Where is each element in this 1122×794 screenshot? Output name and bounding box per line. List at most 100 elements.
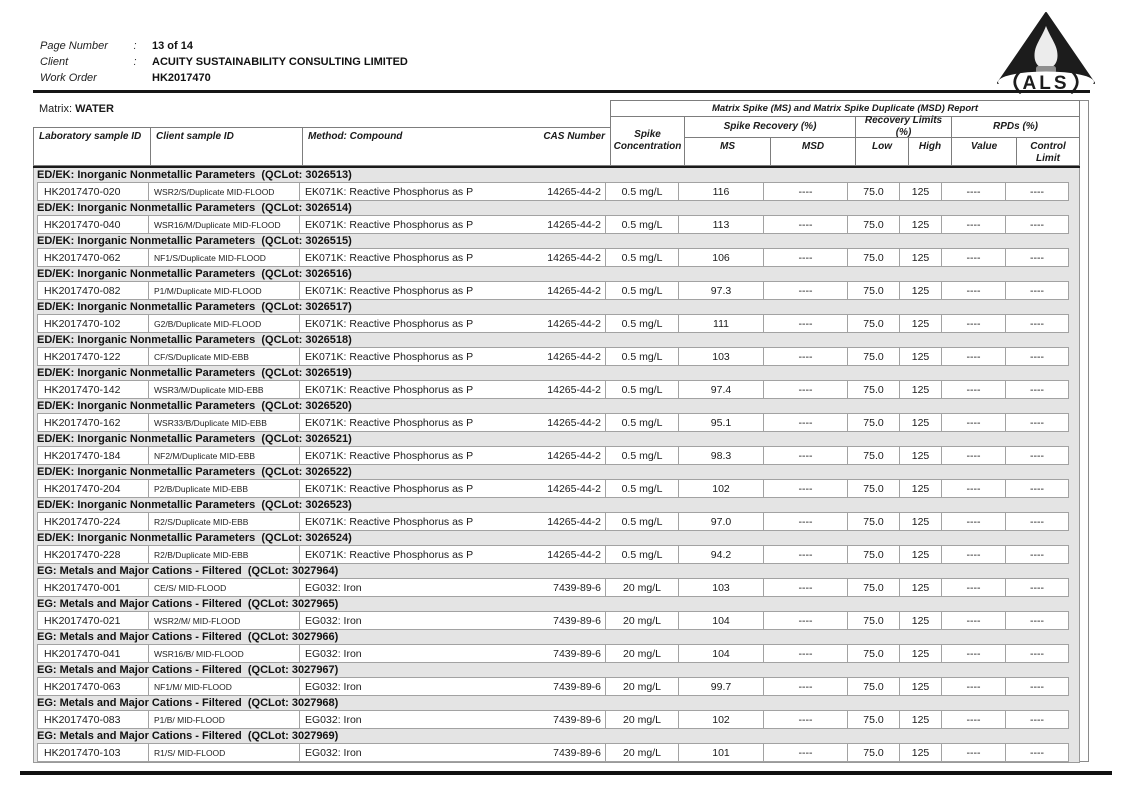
spike-concentration-cell: 20 mg/L bbox=[605, 644, 679, 663]
section-header-row: ED/EK: Inorganic Nonmetallic Parameters … bbox=[37, 202, 352, 214]
recovery-limit-low-cell: 75.0 bbox=[847, 545, 900, 564]
col-header-lab-sample-id: Laboratory sample ID bbox=[34, 128, 151, 165]
ms-recovery-cell: 111 bbox=[678, 314, 764, 333]
lab-sample-id-cell: HK2017470-020 bbox=[37, 182, 149, 201]
lab-sample-id-cell: HK2017470-040 bbox=[37, 215, 149, 234]
client-sample-id-cell: P1/M/Duplicate MID-FLOOD bbox=[148, 281, 300, 300]
lab-sample-id-cell: HK2017470-021 bbox=[37, 611, 149, 630]
recovery-limit-low-cell: 75.0 bbox=[847, 743, 900, 762]
table-row: HK2017470-001 CE/S/ MID-FLOOD EG032: Iron 7… bbox=[34, 578, 1079, 597]
lab-sample-id-cell: HK2017470-063 bbox=[37, 677, 149, 696]
method-compound-cell: EK071K: Reactive Phosphorus as P bbox=[299, 281, 527, 300]
msd-recovery-cell: ---- bbox=[763, 248, 848, 267]
method-compound-cell: EK071K: Reactive Phosphorus as P bbox=[299, 512, 527, 531]
rpd-control-limit-cell: ---- bbox=[1005, 215, 1069, 234]
rpd-control-limit-cell: ---- bbox=[1005, 380, 1069, 399]
client-sample-id-cell: R2/S/Duplicate MID-EBB bbox=[148, 512, 300, 531]
spike-concentration-cell: 0.5 mg/L bbox=[605, 281, 679, 300]
cas-number-cell: 14265-44-2 bbox=[526, 545, 606, 564]
rpd-value-cell: ---- bbox=[941, 215, 1006, 234]
lab-sample-id-cell: HK2017470-184 bbox=[37, 446, 149, 465]
rpd-value-cell: ---- bbox=[941, 347, 1006, 366]
col-header-spike-concentration: Spike Concentration bbox=[613, 129, 682, 152]
cas-number-cell: 14265-44-2 bbox=[526, 479, 606, 498]
recovery-limit-low-cell: 75.0 bbox=[847, 644, 900, 663]
table-row: HK2017470-102 G2/B/Duplicate MID-FLOOD EK0… bbox=[34, 314, 1079, 333]
recovery-limit-low-cell: 75.0 bbox=[847, 677, 900, 696]
rpd-control-limit-cell: ---- bbox=[1005, 743, 1069, 762]
client-colon: : bbox=[133, 56, 137, 68]
recovery-limit-low-cell: 75.0 bbox=[847, 710, 900, 729]
rpd-control-limit-cell: ---- bbox=[1005, 182, 1069, 201]
col-header-ms: MS bbox=[684, 137, 770, 165]
rpd-control-limit-cell: ---- bbox=[1005, 677, 1069, 696]
section-header-row: EG: Metals and Major Cations - Filtered … bbox=[37, 598, 339, 610]
spike-concentration-cell: 0.5 mg/L bbox=[605, 479, 679, 498]
page-number-colon: : bbox=[133, 40, 137, 52]
lab-sample-id-cell: HK2017470-083 bbox=[37, 710, 149, 729]
cas-number-cell: 7439-89-6 bbox=[526, 611, 606, 630]
page-number-value: 13 of 14 bbox=[152, 40, 193, 52]
section-header-row: EG: Metals and Major Cations - Filtered … bbox=[37, 565, 339, 577]
table-row: HK2017470-083 P1/B/ MID-FLOOD EG032: Iron 7… bbox=[34, 710, 1079, 729]
col-header-high: High bbox=[908, 137, 951, 165]
ms-recovery-cell: 104 bbox=[678, 644, 764, 663]
recovery-limit-low-cell: 75.0 bbox=[847, 248, 900, 267]
recovery-limit-low-cell: 75.0 bbox=[847, 479, 900, 498]
msd-recovery-cell: ---- bbox=[763, 413, 848, 432]
client-row: Client : ACUITY SUSTAINABILITY CONSULTIN… bbox=[40, 54, 408, 70]
rpd-control-limit-cell: ---- bbox=[1005, 644, 1069, 663]
recovery-limit-low-cell: 75.0 bbox=[847, 314, 900, 333]
als-logo-graphic: ALS bbox=[997, 12, 1095, 94]
client-sample-id-cell: R2/B/Duplicate MID-EBB bbox=[148, 545, 300, 564]
report-table-body: ED/EK: Inorganic Nonmetallic Parameters … bbox=[33, 168, 1080, 763]
table-header-left: Laboratory sample ID Client sample ID Me… bbox=[33, 127, 611, 166]
ms-recovery-cell: 97.4 bbox=[678, 380, 764, 399]
col-header-method-compound: Method: Compound bbox=[308, 131, 403, 142]
client-sample-id-cell: CE/S/ MID-FLOOD bbox=[148, 578, 300, 597]
rpd-value-cell: ---- bbox=[941, 545, 1006, 564]
cas-number-cell: 14265-44-2 bbox=[526, 215, 606, 234]
matrix-label: Matrix: bbox=[39, 103, 76, 115]
recovery-limit-high-cell: 125 bbox=[899, 446, 942, 465]
header-underline bbox=[33, 166, 1089, 168]
spike-concentration-cell: 0.5 mg/L bbox=[605, 347, 679, 366]
col-header-cas-number: CAS Number bbox=[543, 131, 605, 142]
method-compound-cell: EK071K: Reactive Phosphorus as P bbox=[299, 446, 527, 465]
rpd-value-cell: ---- bbox=[941, 644, 1006, 663]
logo-flame-icon bbox=[1034, 26, 1058, 69]
table-row: HK2017470-063 NF1/M/ MID-FLOOD EG032: Iron… bbox=[34, 677, 1079, 696]
rpd-control-limit-cell: ---- bbox=[1005, 347, 1069, 366]
table-row: HK2017470-040 WSR16/M/Duplicate MID-FLOOD… bbox=[34, 215, 1079, 234]
msd-recovery-cell: ---- bbox=[763, 281, 848, 300]
rpd-value-cell: ---- bbox=[941, 314, 1006, 333]
top-divider bbox=[33, 90, 1090, 93]
client-sample-id-cell: CF/S/Duplicate MID-EBB bbox=[148, 347, 300, 366]
logo-band bbox=[998, 71, 1094, 93]
spike-concentration-cell: 0.5 mg/L bbox=[605, 413, 679, 432]
section-header-row: EG: Metals and Major Cations - Filtered … bbox=[37, 664, 339, 676]
ms-recovery-cell: 95.1 bbox=[678, 413, 764, 432]
recovery-limit-high-cell: 125 bbox=[899, 578, 942, 597]
table-row: HK2017470-204 P2/B/Duplicate MID-EBB EK071… bbox=[34, 479, 1079, 498]
section-header-row: EG: Metals and Major Cations - Filtered … bbox=[37, 631, 339, 643]
table-row: HK2017470-122 CF/S/Duplicate MID-EBB EK071… bbox=[34, 347, 1079, 366]
recovery-limit-high-cell: 125 bbox=[899, 512, 942, 531]
method-compound-cell: EG032: Iron bbox=[299, 677, 527, 696]
table-row: HK2017470-103 R1/S/ MID-FLOOD EG032: Iron 7… bbox=[34, 743, 1079, 762]
section-header-row: ED/EK: Inorganic Nonmetallic Parameters … bbox=[37, 499, 352, 511]
rpd-control-limit-cell: ---- bbox=[1005, 479, 1069, 498]
lab-sample-id-cell: HK2017470-228 bbox=[37, 545, 149, 564]
outer-right-border bbox=[1080, 100, 1089, 762]
recovery-limit-high-cell: 125 bbox=[899, 644, 942, 663]
bottom-divider bbox=[20, 771, 1112, 775]
spike-concentration-cell: 0.5 mg/L bbox=[605, 446, 679, 465]
lab-sample-id-cell: HK2017470-204 bbox=[37, 479, 149, 498]
recovery-limit-low-cell: 75.0 bbox=[847, 215, 900, 234]
cas-number-cell: 14265-44-2 bbox=[526, 182, 606, 201]
client-sample-id-cell: WSR2/S/Duplicate MID-FLOOD bbox=[148, 182, 300, 201]
client-sample-id-cell: P2/B/Duplicate MID-EBB bbox=[148, 479, 300, 498]
rpd-control-limit-cell: ---- bbox=[1005, 578, 1069, 597]
rpd-value-cell: ---- bbox=[941, 479, 1006, 498]
lab-sample-id-cell: HK2017470-224 bbox=[37, 512, 149, 531]
